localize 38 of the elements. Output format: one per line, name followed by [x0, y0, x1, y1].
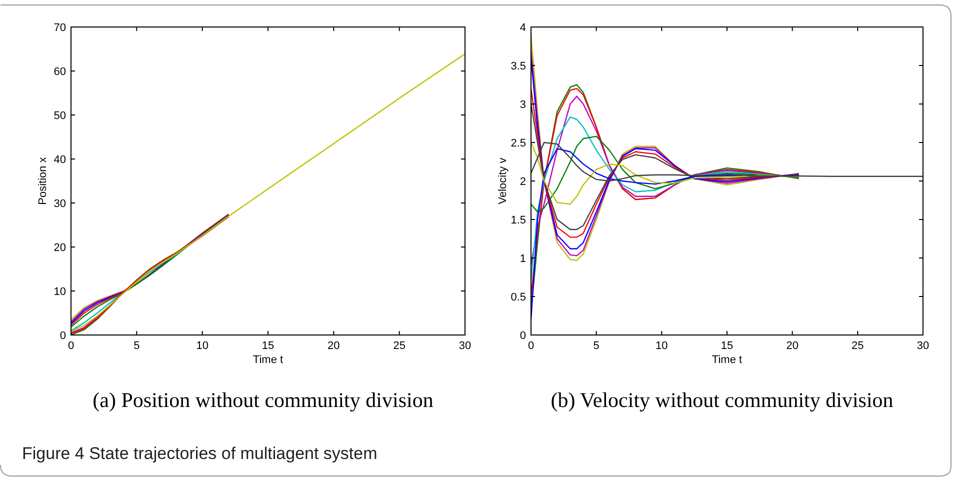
y-tick-label: 70: [54, 22, 66, 34]
x-tick-label: 0: [528, 340, 534, 352]
x-tick-label: 5: [134, 340, 140, 352]
y-tick-label: 3: [520, 99, 526, 111]
x-tick-label: 10: [656, 340, 668, 352]
x-tick-label: 10: [196, 340, 208, 352]
x-axis-title: Time t: [712, 354, 742, 366]
y-axis-title: Velocity v: [497, 157, 509, 204]
y-tick-label: 20: [54, 242, 66, 254]
y-tick-label: 2.5: [510, 138, 526, 150]
y-tick-label: 1.5: [510, 214, 526, 226]
x-tick-label: 25: [393, 340, 406, 352]
x-tick-label: 15: [720, 340, 734, 352]
y-tick-label: 30: [54, 198, 66, 210]
y-tick-label: 1: [520, 253, 526, 265]
y-tick-label: 0: [60, 330, 66, 342]
y-tick-label: 10: [54, 286, 66, 298]
y-tick-label: 60: [54, 66, 66, 78]
y-axis-title: Position x: [37, 156, 49, 205]
y-tick-label: 3.5: [510, 60, 526, 72]
text: (a) Position without community division: [92, 388, 434, 412]
x-axis-title: Time t: [252, 354, 284, 366]
x-tick-label: 15: [262, 340, 274, 352]
x-tick-label: 25: [852, 340, 864, 352]
y-tick-label: 40: [54, 154, 66, 166]
y-tick-label: 4: [520, 22, 526, 34]
y-tick-label: 50: [54, 110, 66, 122]
y-tick-label: 2: [520, 176, 526, 188]
y-tick-label: 0: [520, 330, 526, 342]
text: (b) Velocity without community division: [550, 388, 894, 412]
caption: Figure 4 State trajectories of multiagent system: [22, 444, 378, 463]
x-tick-label: 20: [328, 340, 340, 352]
y-tick-label: 0.5: [510, 292, 526, 304]
x-tick-label: 30: [458, 340, 472, 352]
x-tick-label: 20: [786, 340, 798, 352]
x-tick-label: 5: [593, 340, 600, 352]
x-tick-label: 0: [68, 340, 74, 352]
x-tick-label: 30: [916, 340, 930, 352]
